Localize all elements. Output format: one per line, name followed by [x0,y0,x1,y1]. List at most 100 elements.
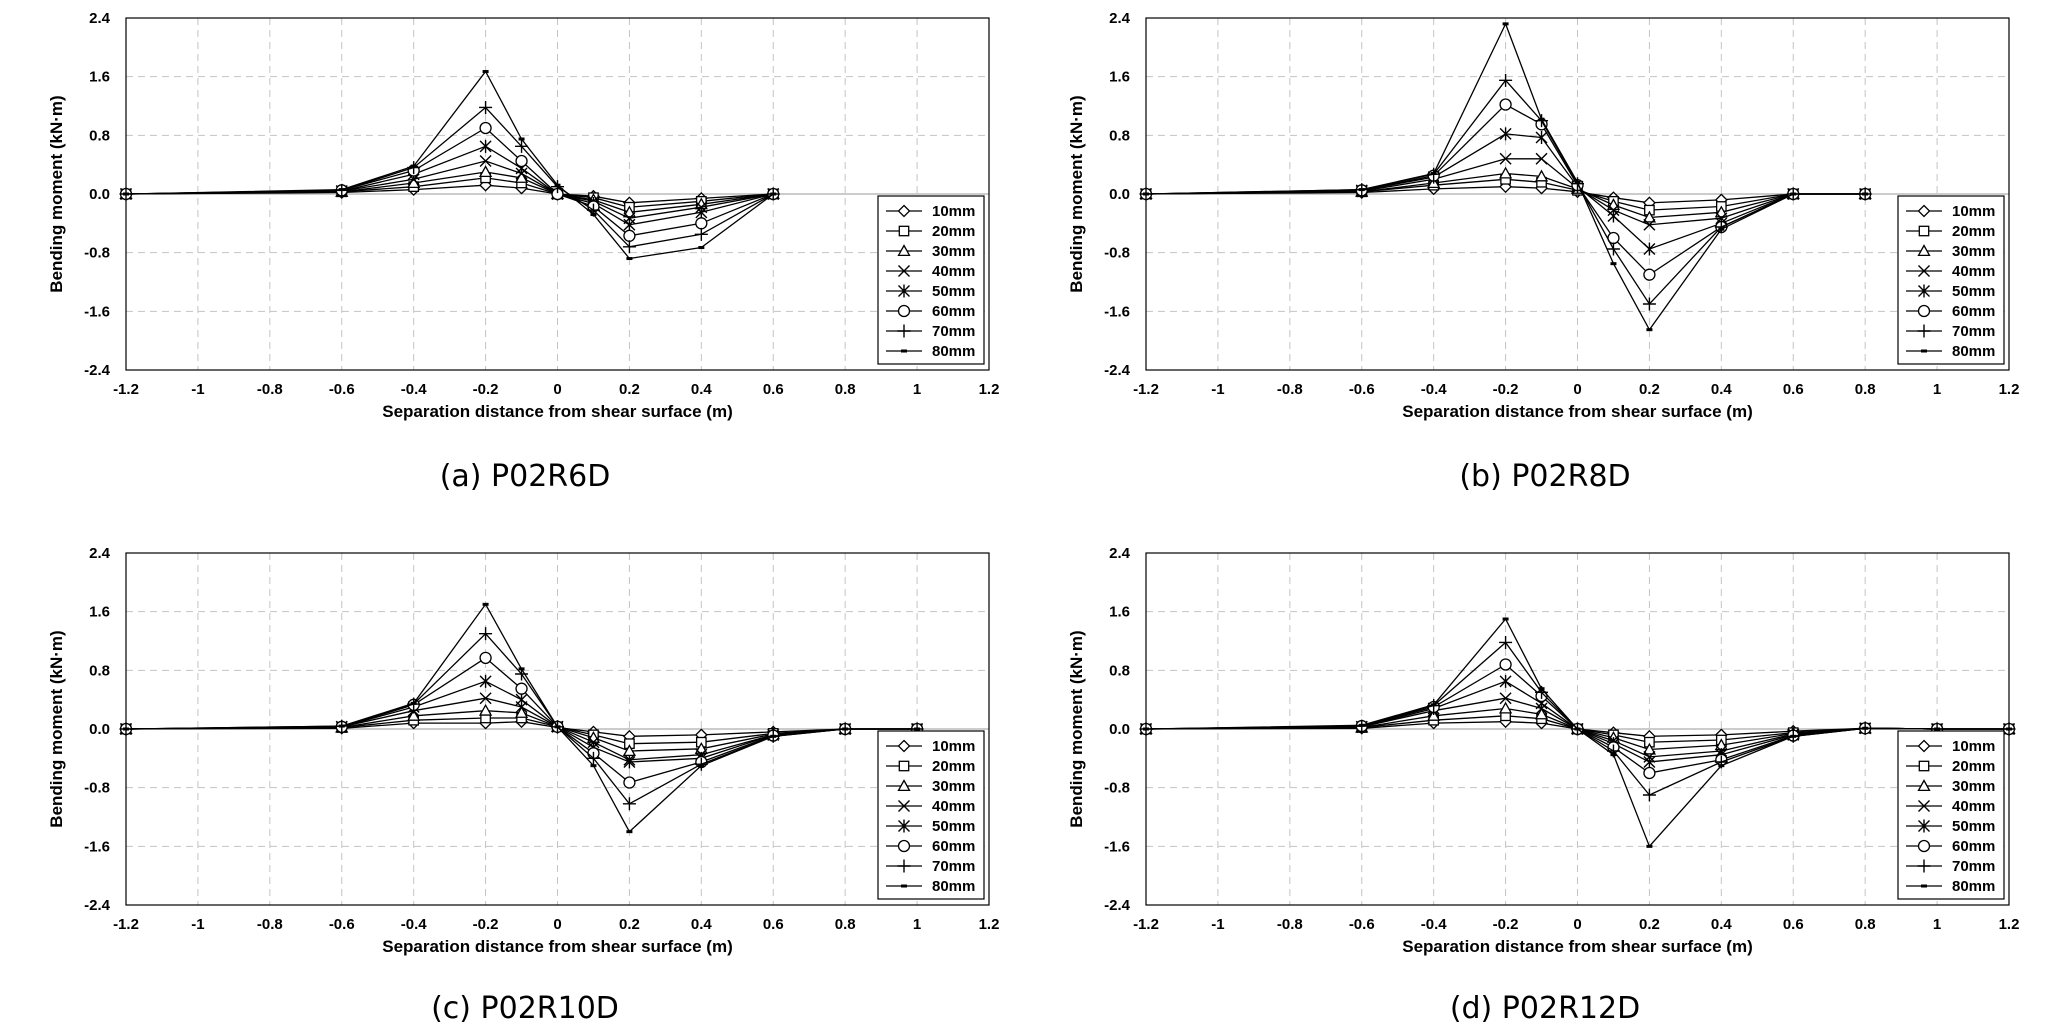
legend-label: 60mm [1952,838,1995,855]
x-tick-label: 0.2 [1639,916,1660,933]
legend-marker [1918,265,1930,277]
legend: 10mm 20mm 30mm 40mm 50mm 60mm 70mm 80mm [877,730,985,900]
legend-label: 50mm [1952,283,1995,300]
y-tick-label: 2.4 [1109,545,1131,562]
series-line [125,177,774,208]
y-tick-label: 0.8 [89,662,110,679]
data-point [1642,210,1657,223]
data-point [626,257,633,261]
legend-marker [898,225,910,237]
legend-label: 20mm [932,758,975,775]
legend-marker [897,244,911,257]
x-tick-label: -0.6 [329,381,355,398]
legend-label: 50mm [932,283,975,300]
legend-label: 70mm [932,858,975,875]
x-tick-label: 0.2 [619,916,640,933]
panel-a: (a) P02R6D -1.2 -1 -0.8 -0.6 -0.4 -0.2 0 0.2 0.4… [47,10,999,494]
legend-label: 10mm [932,738,975,755]
data-point [623,776,636,789]
legend-label: 20mm [1952,223,1995,240]
data-point [479,139,492,153]
y-axis-label: Bending moment (kN·m) [47,95,66,292]
y-tick-label: 1.6 [1109,604,1130,621]
data-point [123,727,129,731]
legend-label: 30mm [932,778,975,795]
legend-marker [1917,779,1931,792]
legend-label: 40mm [1952,263,1995,280]
data-point [1643,755,1656,769]
data-point [623,218,636,232]
y-tick-label: 2.4 [1109,10,1131,27]
x-tick-label: 0.6 [763,381,784,398]
x-tick-label: -1.2 [113,381,139,398]
data-point [515,693,528,707]
data-point [770,734,777,738]
series-40mm [120,155,780,225]
legend-marker [1921,884,1927,888]
data-point [518,667,525,671]
series-80mm [1143,22,1869,332]
panel-d: (d) P02R12D -1.2 -1 -0.8 -0.6 -0.4 -0.2 0 0.2 0.… [1067,545,2019,1026]
x-tick-label: 0.2 [619,381,640,398]
data-point [1642,742,1657,755]
data-point [482,70,489,74]
legend-marker [898,284,910,298]
data-point [515,682,528,695]
data-point [698,764,705,768]
legend-marker [1917,739,1931,753]
x-tick-label: -1 [1211,381,1224,398]
legend-label: 30mm [1952,243,1995,260]
legend-label: 80mm [1952,343,1995,360]
legend-label: 60mm [932,838,975,855]
x-tick-label: -0.6 [329,916,355,933]
legend: 10mm 20mm 30mm 40mm 50mm 60mm 70mm 80mm [1897,730,2005,900]
y-tick-label: -1.6 [1104,838,1130,855]
series-line [125,184,774,204]
x-tick-label: -0.4 [1421,916,1448,933]
data-point [1610,262,1617,266]
legend-label: 20mm [1952,758,1995,775]
x-tick-label: 0.8 [1855,381,1876,398]
data-point [1502,617,1509,621]
data-point [1498,166,1513,179]
series-line [125,145,774,226]
data-point [590,764,597,768]
x-tick-label: 0.4 [691,916,713,933]
data-point [479,674,492,688]
y-tick-label: 1.6 [89,69,110,86]
y-axis-label: Bending moment (kN·m) [47,630,66,827]
data-point [1642,297,1656,311]
data-point [1499,127,1512,141]
data-point [479,121,492,135]
x-tick-label: 0.2 [1639,381,1660,398]
y-tick-label: -0.8 [84,245,110,262]
y-tick-label: -2.4 [1104,362,1131,379]
data-point [1862,726,1869,730]
x-tick-label: -1 [191,916,204,933]
legend-marker [897,324,911,338]
legend-label: 70mm [932,323,975,340]
y-tick-label: 0.8 [1109,662,1130,679]
data-point [1610,753,1617,757]
legend-marker [901,349,907,353]
data-point [622,744,637,757]
data-point [695,217,708,230]
data-point [1538,687,1545,691]
data-point [123,192,129,196]
data-point [554,183,561,187]
legend: 10mm 20mm 30mm 40mm 50mm 60mm 70mm 80mm [877,195,985,365]
data-point [698,246,705,250]
series-80mm [123,602,921,834]
legend-marker [898,800,910,812]
data-point [478,703,493,716]
legend-label: 40mm [1952,798,1995,815]
y-tick-label: -0.8 [1104,780,1130,797]
legend-marker [901,884,907,888]
y-axis-label: Bending moment (kN·m) [1067,630,1086,827]
y-tick-label: -0.8 [1104,245,1130,262]
legend-label: 60mm [932,303,975,320]
data-point [479,100,493,114]
data-point [1538,117,1545,121]
panel-caption: (a) P02R6D [440,459,611,494]
legend-marker [898,265,910,277]
